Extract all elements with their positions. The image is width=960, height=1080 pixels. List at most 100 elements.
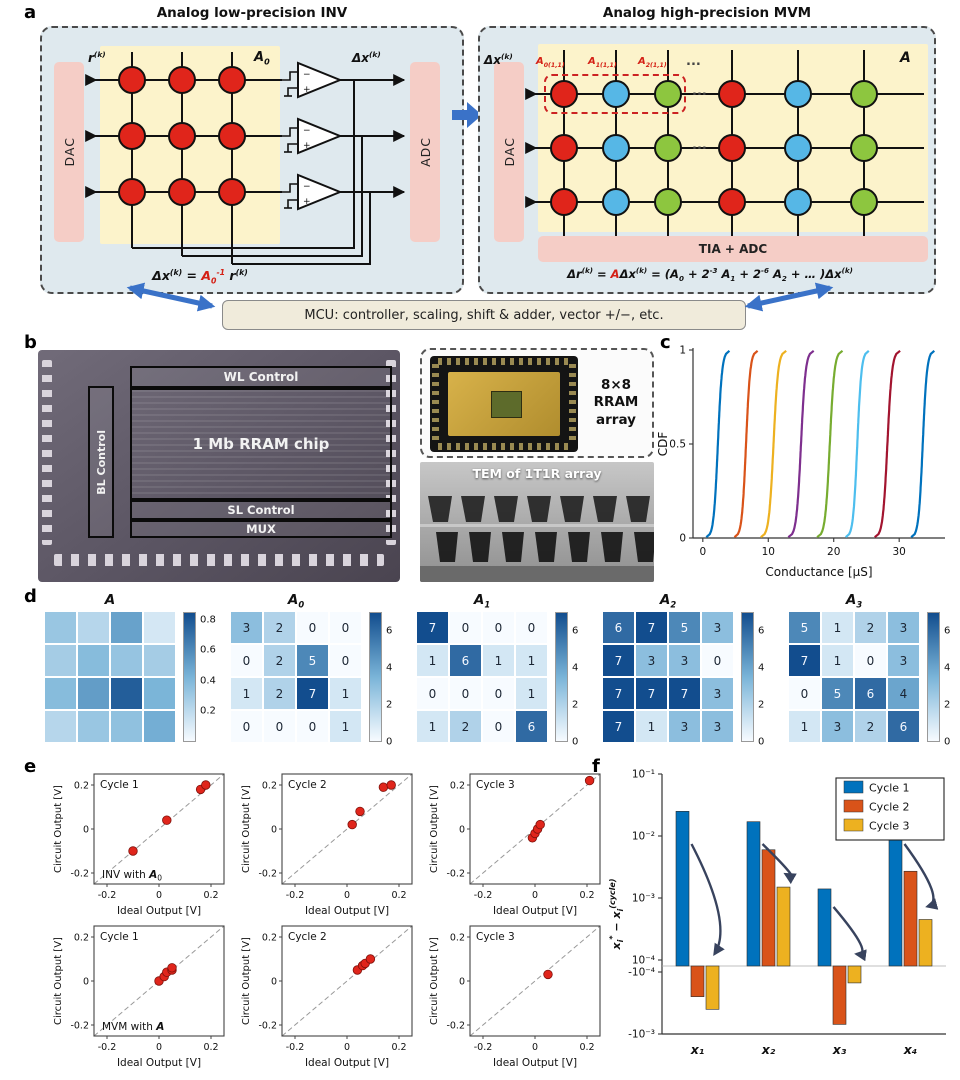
svg-text:Cycle 2: Cycle 2: [288, 779, 327, 791]
svg-text:Circuit Output [V]: Circuit Output [V]: [429, 785, 440, 873]
svg-text:0: 0: [699, 546, 706, 558]
mvm-equation: Δr(k) = AΔx(k) = (A0 + 2-3 A1 + 2-6 A2 +…: [567, 266, 853, 284]
inv-to-mvm-arrow: [452, 102, 482, 128]
package-label: 8×8 RRAM array: [593, 376, 639, 428]
tem-image: TEM of 1T1R array: [420, 462, 654, 582]
svg-text:Ideal Output [V]: Ideal Output [V]: [117, 905, 201, 917]
svg-text:-0.2: -0.2: [474, 1042, 493, 1053]
panel-label-c: c: [660, 332, 671, 353]
svg-text:x₄: x₄: [903, 1042, 918, 1057]
svg-text:0: 0: [83, 824, 89, 835]
package-pins-left: [432, 364, 439, 444]
svg-text:30: 30: [892, 546, 905, 558]
ellipsis-labels: ...: [686, 54, 701, 69]
scatter-inv-cycle3: -0.2 -0.2 0 0 0.2 0.2 Circuit Output [V] Ideal …: [424, 766, 610, 924]
svg-text:x₂: x₂: [761, 1042, 776, 1057]
chip-pads-bottom: [54, 554, 384, 566]
package-pins-right: [569, 364, 576, 444]
mvm-crossbar-graphic: [525, 50, 924, 236]
ellipsis-row2: ...: [692, 138, 707, 153]
svg-text:Conductance [μS]: Conductance [μS]: [765, 565, 872, 579]
package-pins-top: [438, 358, 570, 365]
svg-text:0.2: 0.2: [203, 890, 218, 901]
svg-text:Circuit Output [V]: Circuit Output [V]: [53, 937, 64, 1025]
svg-text:0: 0: [344, 1042, 350, 1053]
svg-text:0: 0: [156, 890, 162, 901]
inv-crossbar-graphic: − + − + − +: [85, 52, 406, 265]
wl-control-block: WL Control: [130, 366, 392, 388]
tia-adc-block: TIA + ADC: [538, 236, 928, 262]
svg-text:+: +: [303, 197, 311, 207]
svg-text:0: 0: [271, 824, 277, 835]
package-inset: 8×8 RRAM array: [420, 348, 654, 458]
svg-text:0: 0: [679, 533, 686, 545]
svg-text:0.2: 0.2: [74, 932, 89, 943]
chip-micrograph: WL Control BL Control 1 Mb RRAM chip SL …: [38, 350, 400, 582]
heatmap-A0: A0 3 2 0 0 0 2 5 0 1 2 7 1 0 0 0 1 0 2 4 6: [231, 592, 411, 752]
svg-text:-0.2: -0.2: [98, 890, 117, 901]
svg-text:−: −: [303, 70, 311, 80]
package-pins-bottom: [438, 443, 570, 450]
cell-label-a2: A2(1,1): [638, 56, 667, 69]
svg-text:10: 10: [762, 546, 775, 558]
mvm-eq-a: A: [610, 266, 620, 281]
svg-text:Ideal Output [V]: Ideal Output [V]: [305, 905, 389, 917]
tem-structures: [420, 496, 654, 582]
svg-text:0.2: 0.2: [262, 780, 277, 791]
svg-text:0.2: 0.2: [391, 890, 406, 901]
svg-text:20: 20: [827, 546, 840, 558]
svg-text:0.2: 0.2: [579, 890, 594, 901]
svg-text:CDF: CDF: [656, 432, 670, 457]
svg-text:0.2: 0.2: [579, 1042, 594, 1053]
scatter-inv-cycle1: -0.2 -0.2 0 0 0.2 0.2 Circuit Output [V] Ideal …: [48, 766, 234, 924]
svg-text:10⁻⁴: 10⁻⁴: [632, 955, 655, 967]
scatter-mvm-cycle1: -0.2 -0.2 0 0 0.2 0.2 Circuit Output [V] Ideal …: [48, 918, 234, 1076]
sl-control-block: SL Control: [130, 500, 392, 520]
svg-text:-0.2: -0.2: [70, 868, 89, 879]
cell-label-a1: A1(1,1): [588, 56, 617, 69]
svg-text:-0.2: -0.2: [98, 1042, 117, 1053]
svg-text:Circuit Output [V]: Circuit Output [V]: [53, 785, 64, 873]
svg-text:-0.2: -0.2: [258, 868, 277, 879]
svg-text:0: 0: [459, 976, 465, 987]
panel-label-a: a: [24, 2, 37, 23]
submatrix-highlight: [544, 74, 686, 114]
svg-text:0: 0: [83, 976, 89, 987]
matrix-a0-label: A0: [254, 50, 270, 67]
svg-text:-0.2: -0.2: [446, 1020, 465, 1031]
svg-text:-0.2: -0.2: [258, 1020, 277, 1031]
svg-text:x₁: x₁: [690, 1042, 705, 1057]
mux-block: MUX: [130, 520, 392, 538]
svg-text:0.2: 0.2: [203, 1042, 218, 1053]
svg-text:-0.2: -0.2: [286, 890, 305, 901]
svg-text:0.2: 0.2: [450, 780, 465, 791]
svg-text:INV with A0: INV with A0: [102, 869, 162, 883]
mvm-title: Analog high-precision MVM: [602, 5, 812, 21]
tem-label: TEM of 1T1R array: [472, 466, 602, 481]
scatter-mvm-cycle2: -0.2 -0.2 0 0 0.2 0.2 Circuit Output [V] Ideal …: [236, 918, 422, 1076]
inv-equation: Δx(k) = A0-1 r(k): [152, 268, 248, 286]
svg-text:0: 0: [532, 890, 538, 901]
chip-pads-left: [42, 360, 52, 545]
mcu-arrows: [126, 282, 834, 312]
mvm-circuit-box: DAC TIA + ADC Δx(k) A A0(1,1) A1(1,1) A2…: [478, 26, 936, 294]
svg-text:-10⁻³: -10⁻³: [628, 1029, 655, 1041]
inv-eq-a0-inverse: A0-1: [201, 268, 226, 286]
svg-text:-0.2: -0.2: [474, 890, 493, 901]
scatter-inv-cycle2: -0.2 -0.2 0 0 0.2 0.2 Circuit Output [V] Ideal …: [236, 766, 422, 924]
matrix-a-label: A: [900, 50, 911, 66]
ellipsis-row1: ...: [692, 84, 707, 99]
svg-text:Cycle 2: Cycle 2: [869, 801, 910, 814]
svg-text:+: +: [303, 141, 311, 151]
package-cavity: [448, 372, 560, 436]
svg-text:Ideal Output [V]: Ideal Output [V]: [493, 1057, 577, 1069]
dac-label: DAC: [61, 137, 77, 167]
svg-text:Ideal Output [V]: Ideal Output [V]: [117, 1057, 201, 1069]
svg-text:0.5: 0.5: [669, 439, 686, 451]
svg-text:Cycle 3: Cycle 3: [476, 779, 515, 791]
svg-text:Circuit Output [V]: Circuit Output [V]: [241, 785, 252, 873]
panel-label-b: b: [24, 332, 37, 353]
svg-text:0: 0: [156, 1042, 162, 1053]
scatter-mvm-cycle3: -0.2 -0.2 0 0 0.2 0.2 Circuit Output [V] Ideal …: [424, 918, 610, 1076]
heatmap-A2: A2 6 7 5 3 7 3 3 0 7 7 7 3 7 1 3 3 0 2 4 6: [603, 592, 783, 752]
